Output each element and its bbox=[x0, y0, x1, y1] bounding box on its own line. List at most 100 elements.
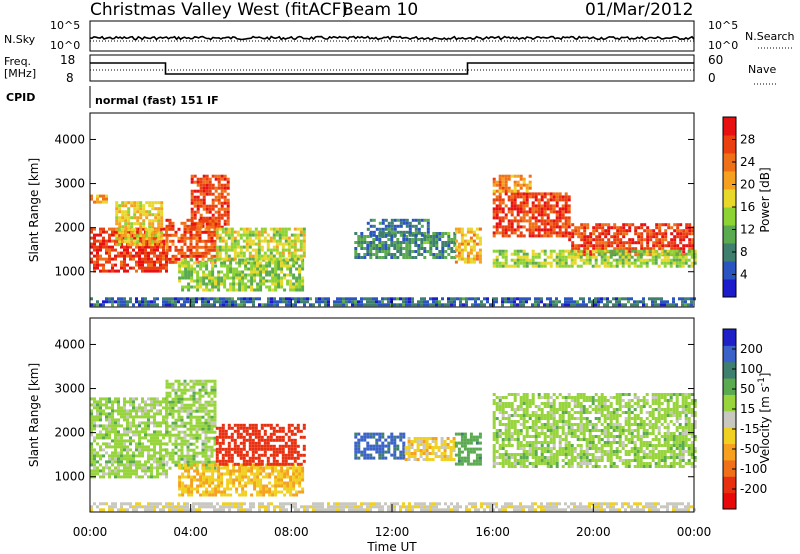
data-cell bbox=[198, 239, 202, 243]
data-cell bbox=[586, 247, 590, 251]
data-cell bbox=[290, 423, 294, 427]
data-cell bbox=[242, 233, 246, 237]
data-cell bbox=[571, 247, 575, 251]
data-cell bbox=[120, 445, 123, 449]
data-cell bbox=[381, 297, 384, 301]
data-cell bbox=[501, 228, 505, 232]
data-cell bbox=[190, 267, 194, 271]
data-cell bbox=[192, 436, 196, 440]
data-cell bbox=[102, 239, 105, 243]
data-cell bbox=[201, 409, 205, 413]
data-cell bbox=[622, 229, 626, 233]
data-cell bbox=[186, 224, 190, 228]
data-cell bbox=[117, 300, 120, 304]
data-cell bbox=[501, 249, 505, 253]
data-cell bbox=[156, 439, 159, 443]
data-cell bbox=[303, 303, 306, 307]
data-cell bbox=[258, 303, 261, 307]
data-cell bbox=[217, 466, 221, 470]
data-cell bbox=[628, 247, 632, 251]
data-cell bbox=[114, 433, 117, 437]
data-cell bbox=[302, 236, 306, 240]
data-cell bbox=[102, 475, 105, 479]
data-cell bbox=[289, 481, 293, 485]
data-cell bbox=[534, 198, 538, 202]
data-cell bbox=[267, 297, 270, 301]
data-cell bbox=[416, 443, 420, 446]
data-cell bbox=[159, 457, 162, 461]
data-cell bbox=[218, 459, 222, 463]
data-cell bbox=[574, 229, 578, 233]
data-cell bbox=[447, 238, 451, 241]
data-cell bbox=[187, 285, 191, 289]
data-cell bbox=[642, 303, 645, 307]
data-cell bbox=[568, 238, 572, 242]
data-cell bbox=[177, 397, 181, 401]
data-cell bbox=[574, 226, 578, 230]
data-cell bbox=[253, 273, 257, 277]
data-cell bbox=[224, 248, 228, 252]
data-cell bbox=[419, 449, 423, 452]
data-cell bbox=[271, 469, 275, 473]
data-cell bbox=[142, 240, 146, 244]
data-cell bbox=[136, 237, 140, 241]
data-cell bbox=[580, 244, 584, 248]
data-cell bbox=[114, 466, 117, 470]
data-cell bbox=[435, 303, 438, 307]
data-cell bbox=[226, 198, 230, 202]
data-cell bbox=[214, 216, 218, 220]
data-cell bbox=[145, 231, 149, 235]
data-cell bbox=[522, 198, 526, 202]
data-cell bbox=[519, 183, 523, 187]
data-cell bbox=[217, 469, 221, 473]
data-cell bbox=[160, 222, 164, 226]
data-cell bbox=[546, 207, 550, 211]
data-cell bbox=[616, 238, 620, 242]
data-cell bbox=[183, 460, 187, 464]
data-cell bbox=[519, 216, 523, 220]
data-cell bbox=[655, 238, 659, 242]
data-cell bbox=[186, 248, 190, 252]
data-cell bbox=[610, 241, 614, 245]
data-cell bbox=[123, 257, 126, 261]
data-cell bbox=[199, 216, 203, 220]
data-cell bbox=[130, 216, 134, 220]
data-cell bbox=[549, 255, 553, 259]
data-cell bbox=[233, 236, 237, 240]
data-cell bbox=[126, 433, 129, 437]
data-cell bbox=[165, 297, 168, 301]
data-cell bbox=[114, 239, 117, 243]
data-cell bbox=[607, 229, 611, 233]
data-cell bbox=[516, 180, 520, 184]
data-cell bbox=[114, 263, 117, 267]
data-cell bbox=[105, 242, 108, 246]
data-cell bbox=[108, 442, 111, 446]
data-cell bbox=[543, 228, 547, 232]
data-cell bbox=[402, 297, 405, 301]
data-cell bbox=[564, 255, 568, 259]
data-cell bbox=[675, 249, 679, 253]
data-cell bbox=[369, 297, 372, 301]
data-cell bbox=[186, 218, 190, 222]
data-cell bbox=[543, 258, 547, 262]
data-cell bbox=[174, 303, 177, 307]
data-cell bbox=[465, 303, 468, 307]
data-cell bbox=[586, 223, 590, 227]
data-cell bbox=[156, 475, 159, 479]
data-cell bbox=[189, 297, 192, 301]
data-cell bbox=[296, 233, 300, 237]
data-cell bbox=[178, 466, 182, 470]
data-cell bbox=[685, 226, 689, 230]
data-cell bbox=[525, 192, 529, 196]
data-cell bbox=[153, 418, 156, 422]
data-cell bbox=[111, 257, 114, 261]
data-cell bbox=[419, 440, 423, 443]
data-cell bbox=[675, 261, 679, 265]
data-cell bbox=[108, 257, 111, 261]
data-cell bbox=[202, 490, 206, 494]
data-cell bbox=[588, 297, 591, 301]
data-cell bbox=[688, 229, 692, 233]
data-cell bbox=[498, 201, 502, 205]
data-cell bbox=[428, 452, 432, 455]
data-cell bbox=[157, 216, 161, 220]
